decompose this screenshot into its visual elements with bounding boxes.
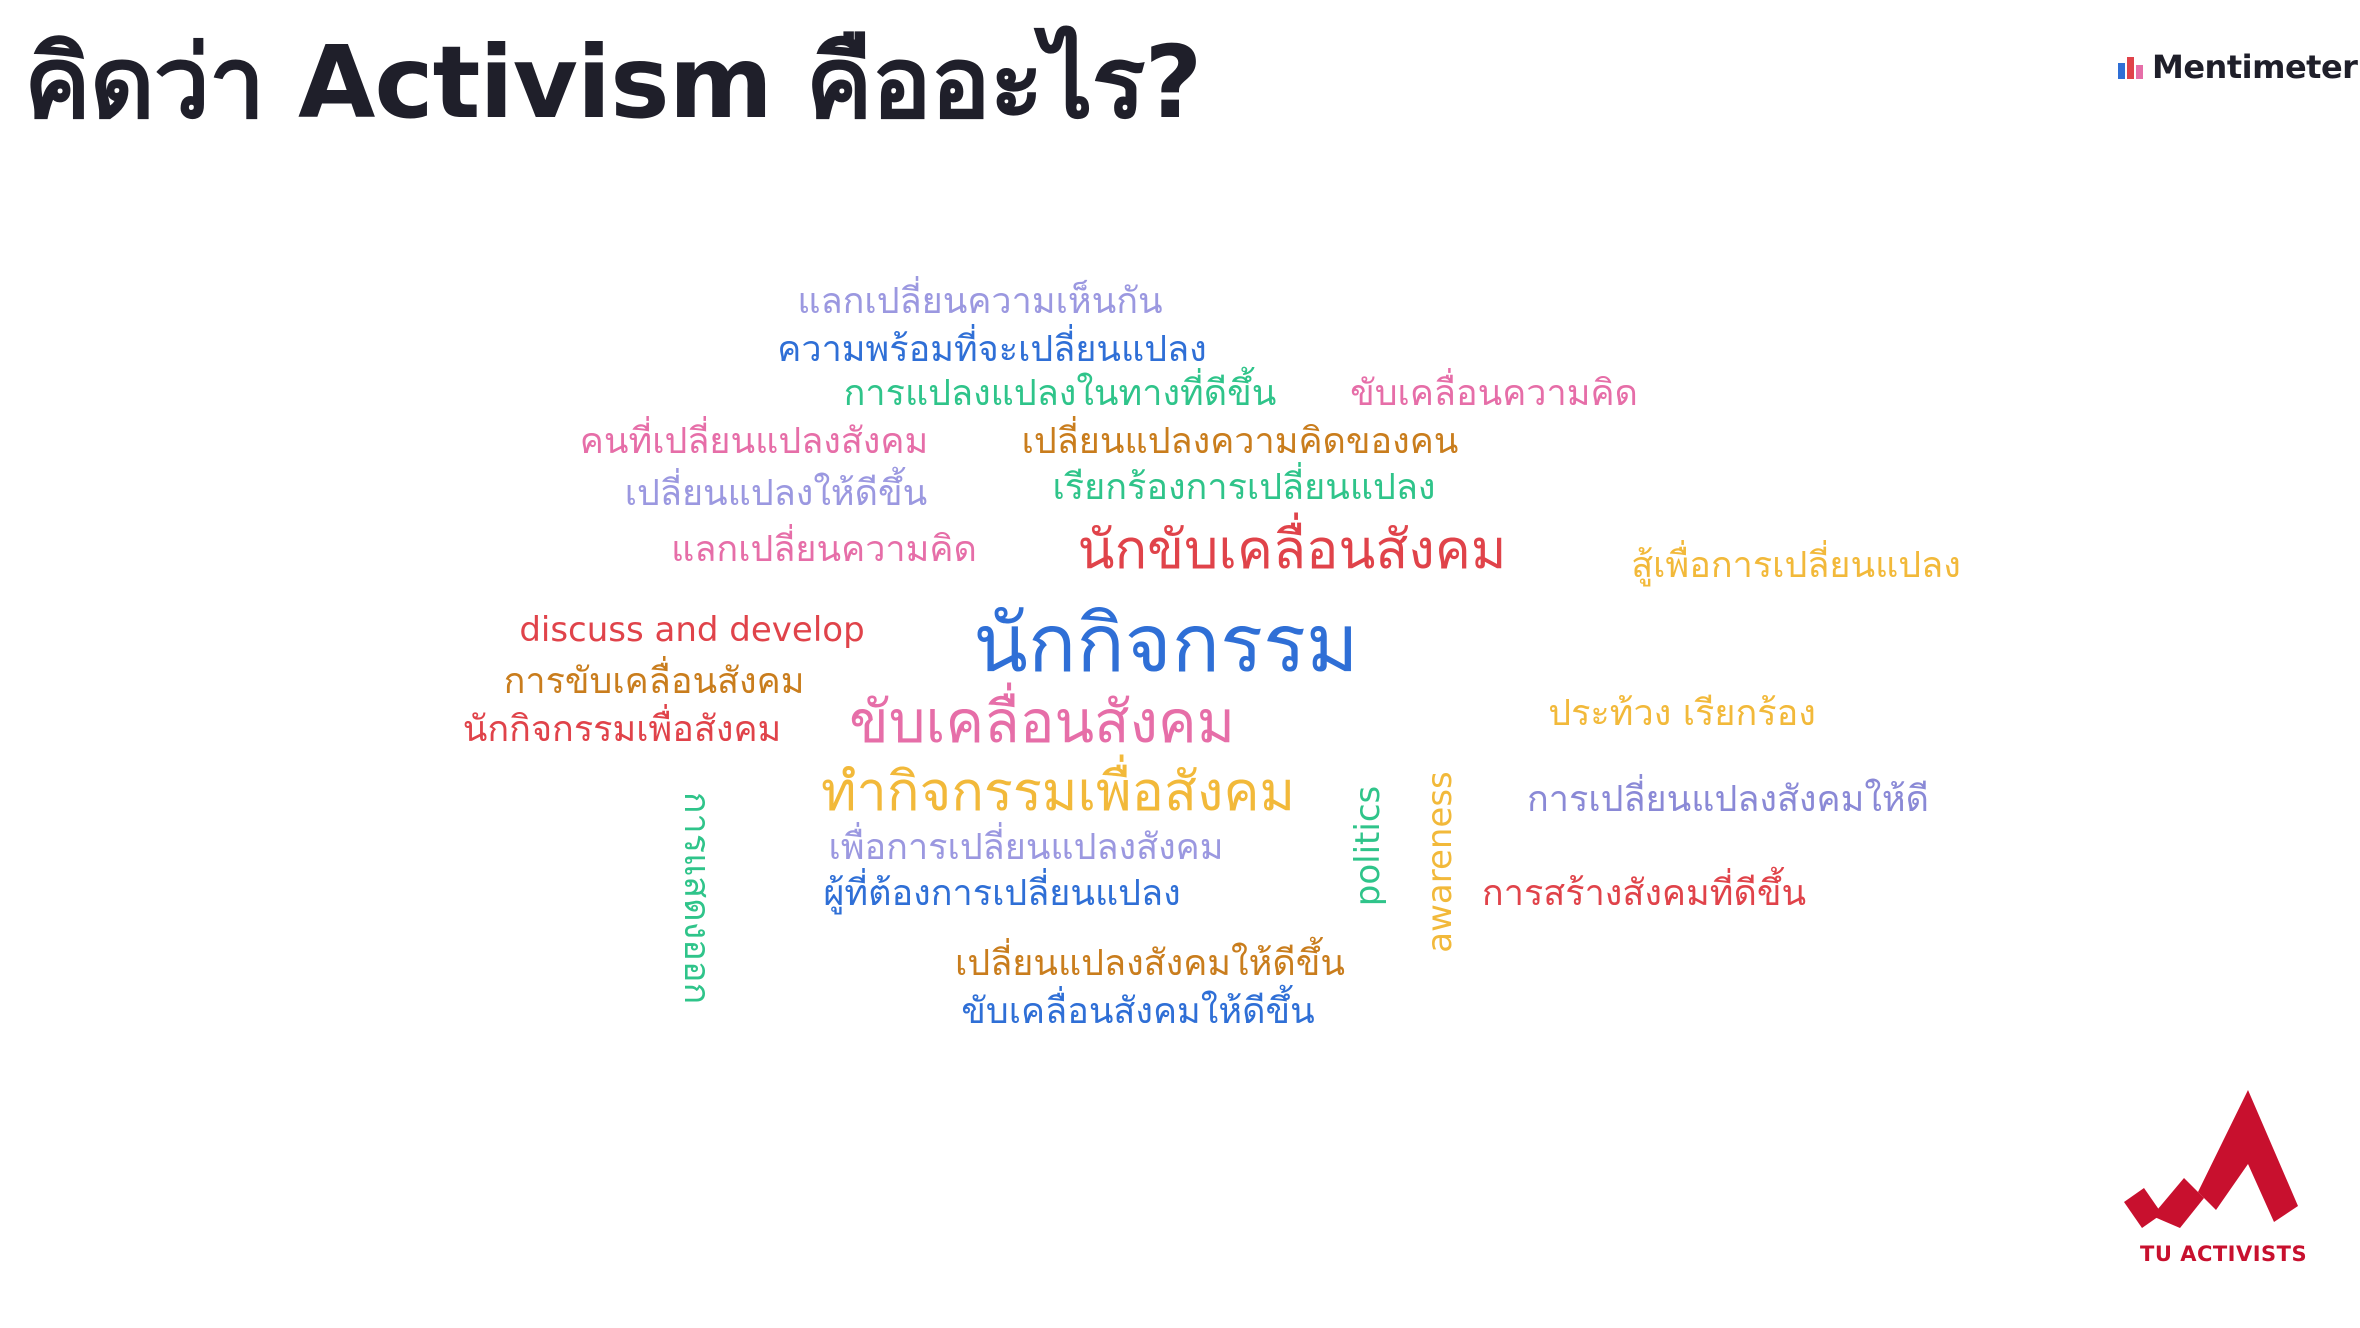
cloud-word: ผู้ที่ต้องการเปลี่ยนแปลง xyxy=(823,873,1181,914)
cloud-word: การขับเคลื่อนสังคม xyxy=(503,661,805,702)
cloud-word: คนที่เปลี่ยนแปลงสังคม xyxy=(579,421,929,462)
brand-name: Mentimeter xyxy=(2152,48,2358,86)
cloud-word: การแปลงแปลงในทางที่ดีขึ้น xyxy=(843,373,1277,414)
cloud-word: เพื่อการเปลี่ยนแปลงสังคม xyxy=(828,827,1224,868)
cloud-word: เปลี่ยนแปลงให้ดีขึ้น xyxy=(624,473,928,514)
cloud-word: ขับเคลื่อนสังคมให้ดีขึ้น xyxy=(961,991,1315,1032)
cloud-word: ประท้วง เรียกร้อง xyxy=(1548,693,1816,734)
cloud-word: นักกิจกรรมเพื่อสังคม xyxy=(462,709,782,750)
cloud-word: discuss and develop xyxy=(519,610,865,650)
slide-title: คิดว่า Activism คืออะไร? xyxy=(24,24,1202,141)
cloud-word: เรียกร้องการเปลี่ยนแปลง xyxy=(1052,467,1436,508)
tu-activists-mark-icon xyxy=(2124,1090,2298,1228)
cloud-word: ทำกิจกรรมเพื่อสังคม xyxy=(820,760,1296,823)
cloud-word: เปลี่ยนแปลงสังคมให้ดีขึ้น xyxy=(955,943,1345,984)
cloud-word: การสร้างสังคมที่ดีขึ้น xyxy=(1481,873,1807,914)
cloud-word: politics xyxy=(1348,785,1388,907)
cloud-word: การเปลี่ยนแปลงสังคมให้ดี xyxy=(1526,779,1930,820)
cloud-word: awareness xyxy=(1420,771,1460,953)
tu-activists-label: TU ACTIVISTS xyxy=(2140,1242,2308,1266)
cloud-word: นักขับเคลื่อนสังคม xyxy=(1077,518,1507,581)
cloud-word: เปลี่ยนแปลงความคิดของคน xyxy=(1021,421,1459,462)
mentimeter-brand: Mentimeter xyxy=(2118,48,2358,86)
cloud-word: ขับเคลื่อนความคิด xyxy=(1350,373,1638,414)
cloud-word: แลกเปลี่ยนความเห็นกัน xyxy=(797,281,1163,322)
mentimeter-logo-icon xyxy=(2118,57,2143,79)
cloud-word: การแสดงออก xyxy=(676,791,717,1005)
cloud-word: สู้เพื่อการเปลี่ยนแปลง xyxy=(1631,545,1961,586)
cloud-word: แลกเปลี่ยนความคิด xyxy=(671,529,977,570)
tu-activists-logo xyxy=(2120,1088,2300,1268)
cloud-word: ขับเคลื่อนสังคม xyxy=(849,688,1235,756)
cloud-word: ความพร้อมที่จะเปลี่ยนแปลง xyxy=(777,329,1207,370)
cloud-word: นักกิจกรรม xyxy=(973,597,1359,690)
